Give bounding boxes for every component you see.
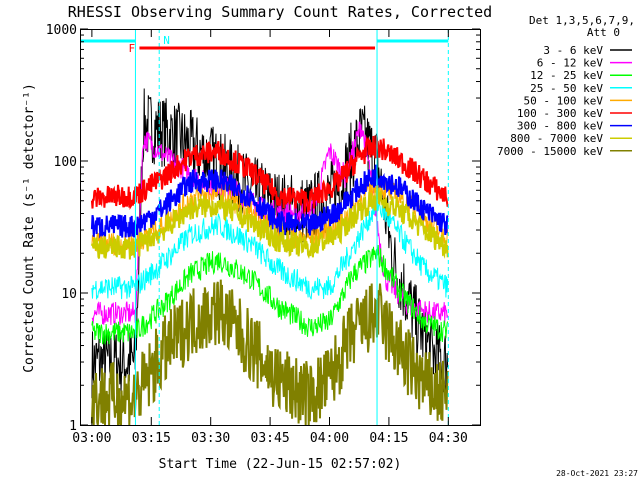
x-tick-label: 04:00 <box>310 431 349 446</box>
y-tick-label: 10 <box>61 287 77 302</box>
legend-label: 7000 - 15000 keV <box>497 145 603 158</box>
x-tick-label: 03:30 <box>191 431 230 446</box>
legend-label: 300 - 800 keV <box>517 120 603 133</box>
series-line-100to300keVkev <box>90 135 449 214</box>
chart-title: RHESSI Observing Summary Count Rates, Co… <box>68 3 492 21</box>
x-axis-label: Start Time (22-Jun-15 02:57:02) <box>159 457 402 472</box>
legend-label: 800 - 7000 keV <box>510 132 603 145</box>
night-flag-label: N <box>163 34 170 47</box>
generated-timestamp: 28-Oct-2021 23:27 <box>556 469 638 478</box>
tick-layer: 03:00 03:15 03:30 03:45 04:00 04:15 04:30 1 10 10… <box>46 23 480 446</box>
legend-label: 12 - 25 keV <box>530 69 603 82</box>
x-tick-label: 03:00 <box>72 431 111 446</box>
flare-flag-label: F <box>128 42 135 55</box>
legend-label: 25 - 50 keV <box>530 82 603 95</box>
series-line-12to25keVkev <box>91 244 449 345</box>
series-line-800to7000keVkev <box>90 188 449 260</box>
series-line-7000to15000keVkev <box>90 279 449 426</box>
x-tick-label: 04:15 <box>369 431 408 446</box>
x-tick-label: 03:45 <box>251 431 290 446</box>
legend-label: 6 - 12 keV <box>537 57 604 70</box>
series-layer <box>90 88 449 426</box>
legend-label: 50 - 100 keV <box>524 94 604 107</box>
plot-frame <box>80 29 481 426</box>
legend-header-attenuator: Att 0 <box>587 26 620 39</box>
y-tick-label: 1 <box>69 419 77 434</box>
x-tick-label: 03:15 <box>132 431 171 446</box>
legend-label: 100 - 300 keV <box>517 107 603 120</box>
x-tick-label: 04:30 <box>429 431 468 446</box>
series-line-25to50keVkev <box>91 193 449 300</box>
y-axis-label: Corrected Count Rate (s⁻¹ detector⁻¹) <box>22 83 37 373</box>
legend-label: 3 - 6 keV <box>543 44 603 57</box>
legend-header-detectors: Det 1,3,5,6,7,9, <box>529 14 635 27</box>
y-tick-label: 1000 <box>46 23 77 38</box>
y-tick-label: 100 <box>54 155 77 170</box>
series-line-300to800keVkev <box>90 164 449 239</box>
annotation-layer: FN <box>80 29 449 425</box>
